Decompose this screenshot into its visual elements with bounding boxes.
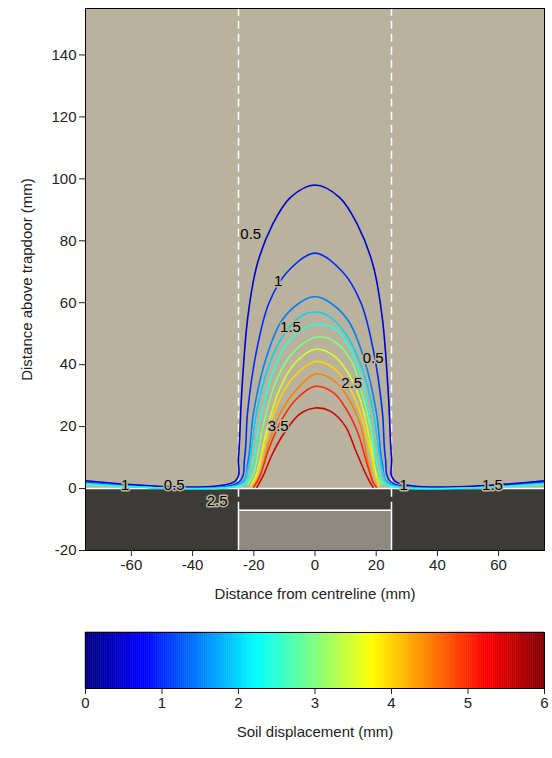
svg-text:6: 6 (540, 694, 548, 711)
svg-text:1: 1 (400, 476, 408, 493)
svg-text:-20: -20 (243, 556, 265, 573)
svg-text:1.5: 1.5 (280, 318, 301, 335)
svg-text:60: 60 (60, 294, 77, 311)
svg-text:40: 40 (60, 355, 77, 372)
svg-text:0.5: 0.5 (363, 349, 384, 366)
svg-text:5: 5 (464, 694, 472, 711)
svg-text:-60: -60 (121, 556, 143, 573)
svg-text:2.5: 2.5 (207, 492, 228, 509)
svg-text:140: 140 (51, 46, 76, 63)
svg-text:1: 1 (121, 476, 129, 493)
svg-text:Soil displacement (mm): Soil displacement (mm) (237, 723, 394, 740)
svg-text:20: 20 (368, 556, 385, 573)
svg-text:4: 4 (387, 694, 395, 711)
svg-text:40: 40 (429, 556, 446, 573)
svg-text:2: 2 (234, 694, 242, 711)
svg-text:-40: -40 (182, 556, 204, 573)
svg-text:Distance above trapdoor (mm): Distance above trapdoor (mm) (18, 178, 35, 381)
svg-text:-20: -20 (55, 541, 77, 558)
svg-text:2.5: 2.5 (341, 374, 362, 391)
svg-text:Distance from centreline (mm): Distance from centreline (mm) (215, 585, 416, 602)
svg-text:1: 1 (158, 694, 166, 711)
svg-text:120: 120 (51, 108, 76, 125)
svg-text:0: 0 (311, 556, 319, 573)
svg-text:20: 20 (60, 417, 77, 434)
svg-text:0.5: 0.5 (240, 225, 261, 242)
svg-text:0.5: 0.5 (164, 476, 185, 493)
svg-text:60: 60 (490, 556, 507, 573)
svg-text:1.5: 1.5 (482, 476, 503, 493)
svg-text:1: 1 (274, 272, 282, 289)
svg-text:0: 0 (81, 694, 89, 711)
svg-text:0: 0 (68, 479, 76, 496)
svg-text:3: 3 (311, 694, 319, 711)
svg-text:80: 80 (60, 232, 77, 249)
svg-text:100: 100 (51, 170, 76, 187)
svg-text:3.5: 3.5 (268, 417, 289, 434)
